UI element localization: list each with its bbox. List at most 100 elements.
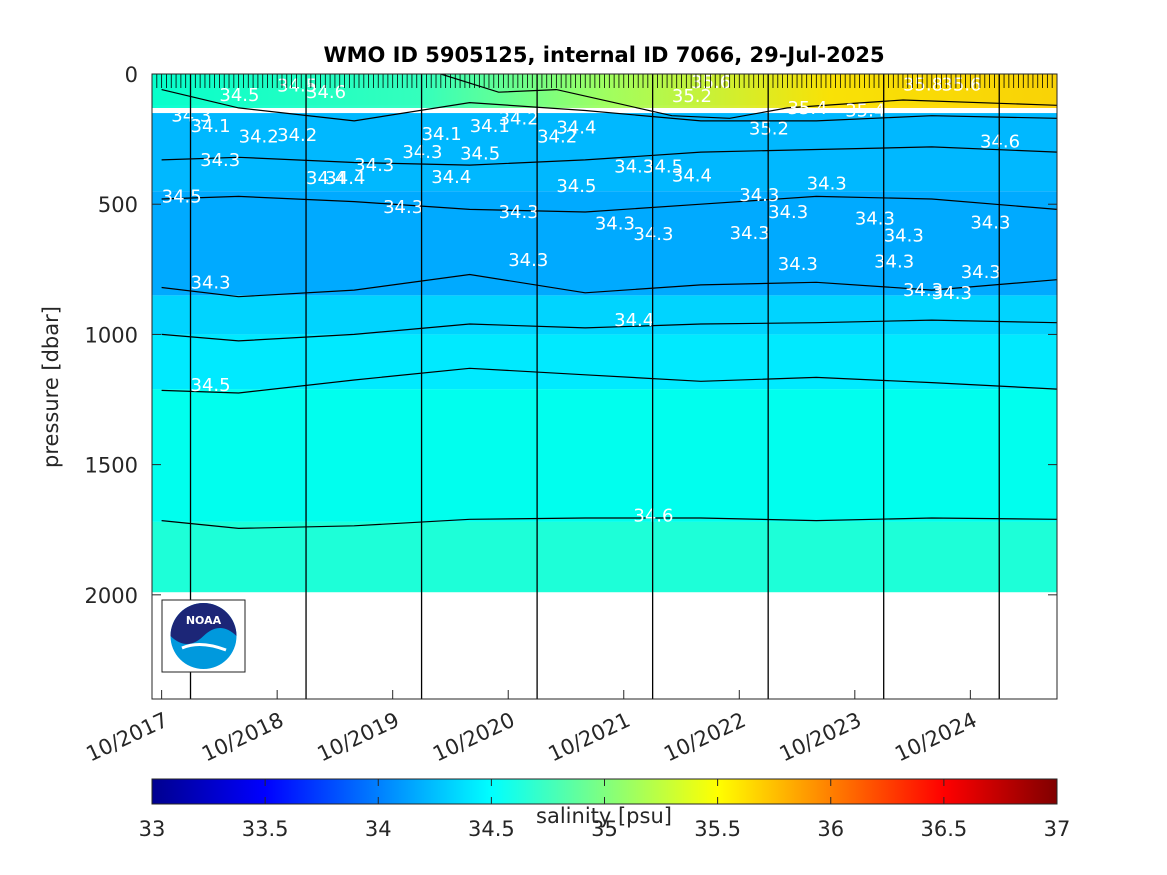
contour-label: 34.3 bbox=[633, 224, 673, 245]
contour-label: 34.3 bbox=[402, 142, 442, 163]
contour-label: 34.3 bbox=[768, 202, 808, 223]
contour-label: 34.2 bbox=[537, 127, 577, 148]
x-tick-label: 10/2018 bbox=[198, 708, 287, 767]
y-tick-label: 500 bbox=[98, 193, 138, 217]
contour-lines bbox=[161, 74, 1057, 530]
x-tick-label: 10/2023 bbox=[776, 708, 865, 767]
contour-label: 34.3 bbox=[739, 185, 779, 206]
contour-label: 34.6 bbox=[980, 132, 1020, 153]
contour-label: 34.5 bbox=[219, 85, 259, 106]
colorbar-tick-label: 35 bbox=[591, 817, 618, 841]
contour-labels: 34.534.334.534.334.1 34.234.234.334.5 34.5… bbox=[162, 74, 1020, 526]
colorbar-tick-label: 34.5 bbox=[468, 817, 515, 841]
x-tick-label: 10/2017 bbox=[83, 708, 172, 767]
salinity-layers bbox=[152, 74, 1057, 593]
x-tick-label: 10/2024 bbox=[891, 708, 980, 767]
contour-label: 35.4 bbox=[787, 98, 827, 119]
salinity-layer bbox=[152, 295, 1057, 335]
contour-label: 34.3 bbox=[171, 106, 211, 127]
x-tick-label: 10/2020 bbox=[429, 708, 518, 767]
contour-line bbox=[161, 195, 1057, 213]
salinity-layer bbox=[152, 389, 1057, 522]
plot-frame bbox=[151, 73, 1058, 700]
salinity-layer bbox=[152, 334, 1057, 390]
contour-label: 34.4 bbox=[306, 168, 346, 189]
contour-label: 34.1 bbox=[191, 116, 231, 137]
colorbar-ticks: 33 33.5 34 34.5 35 35.5 36 36.5 37 bbox=[139, 779, 1071, 841]
contour-label: 34.3 bbox=[961, 262, 1001, 283]
contour-label: 34.2 bbox=[499, 108, 539, 129]
contour-label: 34.3 bbox=[200, 150, 240, 171]
contour-label: 34.3 bbox=[874, 252, 914, 273]
y-tick-label: 1500 bbox=[85, 454, 138, 478]
contour-line bbox=[161, 89, 1057, 122]
contour-label: 34.3 bbox=[932, 283, 972, 304]
contour-label: 34.1 bbox=[470, 116, 510, 137]
contour-label: 34.3 bbox=[855, 209, 895, 230]
colorbar-label: salinity [psu] bbox=[536, 804, 672, 828]
contour-label: 34.3 bbox=[884, 225, 924, 246]
contour-label: 35.4 bbox=[845, 100, 885, 121]
contour-label: 34.5 bbox=[162, 186, 202, 207]
contour-label: 34.3 bbox=[778, 254, 818, 275]
salinity-layer bbox=[152, 113, 1057, 192]
colorbar-tick-label: 33.5 bbox=[242, 817, 289, 841]
contour-label: 34.3 bbox=[383, 197, 423, 218]
colorbar-tick-label: 36 bbox=[817, 817, 844, 841]
contour-label: 34.4 bbox=[614, 310, 654, 331]
noaa-logo: NOAA bbox=[161, 599, 246, 673]
chart-title: WMO ID 5905125, internal ID 7066, 29-Jul… bbox=[323, 43, 884, 67]
colorbar-tick-label: 37 bbox=[1044, 817, 1071, 841]
contour-label: 34.4 bbox=[556, 117, 596, 138]
contour-label: 34.3 bbox=[354, 155, 394, 176]
salinity-layer bbox=[152, 191, 1057, 296]
contour-label: 34.4 bbox=[672, 166, 712, 187]
y-tick-label: 0 bbox=[125, 63, 138, 87]
contour-label: 34.4 bbox=[325, 168, 365, 189]
salinity-layer bbox=[152, 521, 1057, 593]
x-tick-label: 10/2019 bbox=[314, 708, 403, 767]
contour-label: 34.3 bbox=[970, 212, 1010, 233]
contour-label: 34.3 bbox=[807, 173, 847, 194]
contour-line bbox=[161, 517, 1057, 530]
y-tick-label: 1000 bbox=[85, 323, 138, 347]
plot-area: 34.534.334.534.334.1 34.234.234.334.5 34.5… bbox=[152, 74, 1057, 699]
contour-label: 34.3 bbox=[508, 250, 548, 271]
contour-label: 34.4 bbox=[431, 167, 471, 188]
contour-label: 34.3 bbox=[730, 223, 770, 244]
y-tick-label: 2000 bbox=[85, 584, 138, 608]
x-axis: 10/2017 10/2018 10/2019 10/2020 10/2021 10/20… bbox=[83, 690, 980, 767]
profile-tick-marks bbox=[152, 74, 1057, 88]
noaa-logo-text: NOAA bbox=[186, 614, 222, 627]
colorbar-tick-label: 33 bbox=[139, 817, 166, 841]
contour-line bbox=[440, 74, 1057, 119]
x-tick-label: 10/2022 bbox=[660, 708, 749, 767]
contour-label: 34.5 bbox=[460, 143, 500, 164]
year-dividers bbox=[189, 74, 1000, 699]
contour-label: 34.5 bbox=[191, 375, 231, 396]
contour-label: 34.6 bbox=[633, 505, 673, 526]
contour-label: 34.3 bbox=[903, 280, 943, 301]
contour-label: 34.1 bbox=[422, 124, 462, 145]
contour-line bbox=[161, 367, 1057, 394]
contour-label: 34.2 bbox=[277, 125, 317, 146]
colorbar-tick-label: 34 bbox=[365, 817, 392, 841]
contour-line bbox=[161, 273, 1057, 298]
colorbar-tick-label: 35.5 bbox=[694, 817, 741, 841]
contour-line bbox=[161, 319, 1057, 342]
contour-label: 34.2 bbox=[239, 127, 279, 148]
contour-label: 35.2 bbox=[672, 86, 712, 107]
colorbar: 33 33.5 34 34.5 35 35.5 36 36.5 37 salinity [psu… bbox=[139, 778, 1071, 841]
contour-label: 34.3 bbox=[614, 156, 654, 177]
y-axis: 0 500 1000 1500 2000 bbox=[85, 63, 1057, 608]
contour-label: 34.3 bbox=[595, 214, 635, 235]
contour-label: 34.3 bbox=[499, 202, 539, 223]
contour-label: 34.5 bbox=[556, 176, 596, 197]
x-tick-label: 10/2021 bbox=[545, 708, 634, 767]
y-axis-label: pressure [dbar] bbox=[39, 306, 63, 468]
contour-label: 34.3 bbox=[191, 272, 231, 293]
colorbar-tick-label: 36.5 bbox=[920, 817, 967, 841]
contour-line bbox=[161, 146, 1057, 166]
contour-label: 35.2 bbox=[749, 119, 789, 140]
